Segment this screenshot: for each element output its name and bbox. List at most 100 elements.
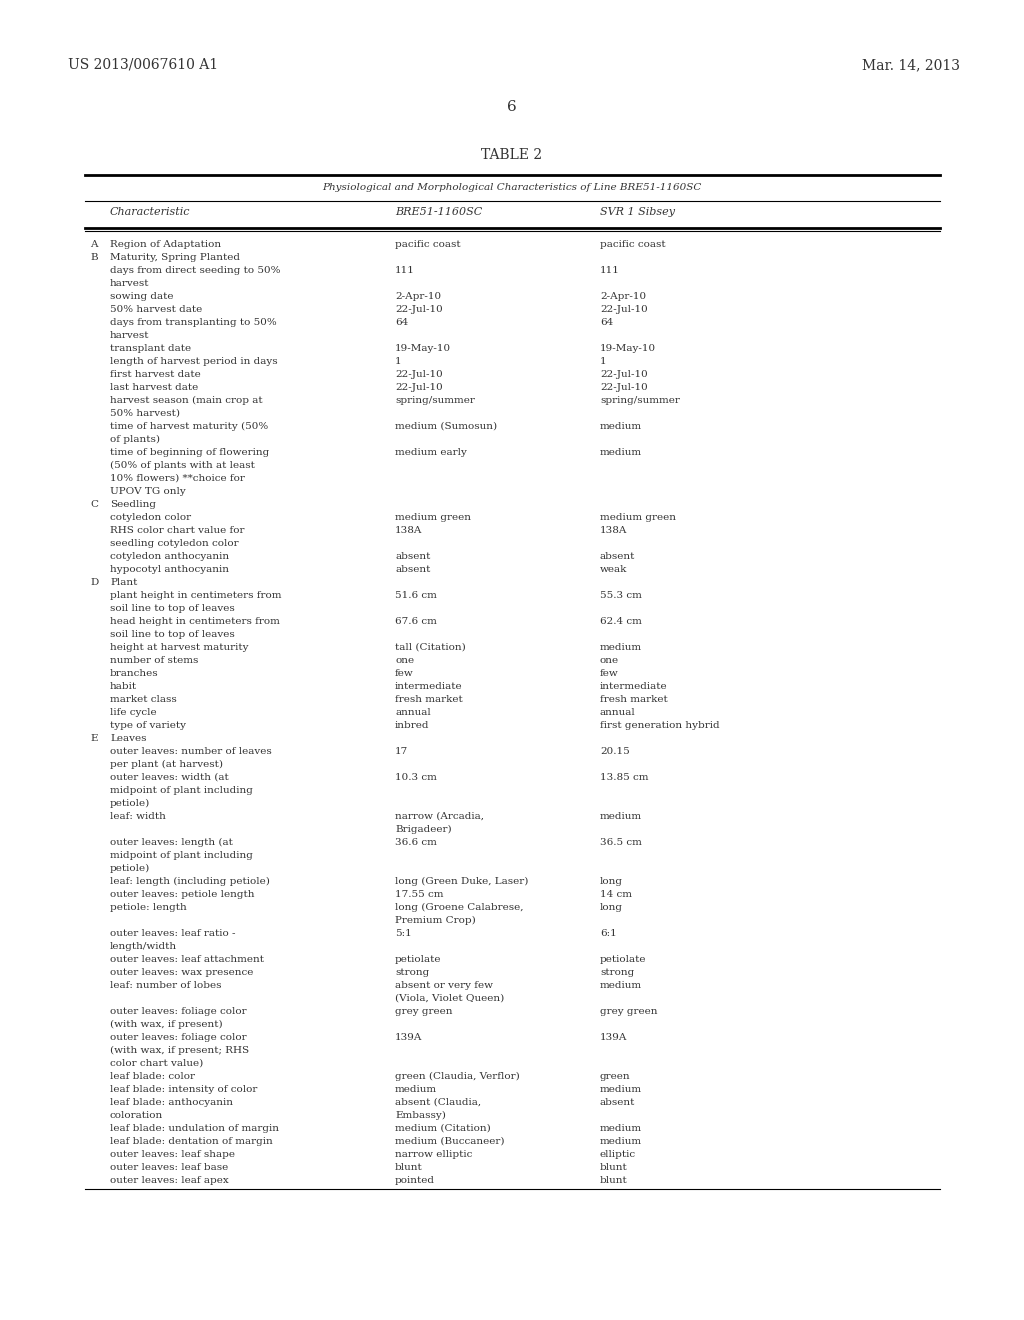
- Text: 22-Jul-10: 22-Jul-10: [600, 370, 648, 379]
- Text: tall (Citation): tall (Citation): [395, 643, 466, 652]
- Text: intermediate: intermediate: [600, 682, 668, 690]
- Text: fresh market: fresh market: [395, 696, 463, 704]
- Text: harvest: harvest: [110, 331, 150, 341]
- Text: 139A: 139A: [600, 1034, 628, 1041]
- Text: time of beginning of flowering: time of beginning of flowering: [110, 447, 269, 457]
- Text: outer leaves: leaf apex: outer leaves: leaf apex: [110, 1176, 228, 1185]
- Text: sowing date: sowing date: [110, 292, 173, 301]
- Text: medium green: medium green: [600, 513, 676, 521]
- Text: Seedling: Seedling: [110, 500, 156, 510]
- Text: leaf blade: anthocyanin: leaf blade: anthocyanin: [110, 1098, 233, 1107]
- Text: medium: medium: [600, 1125, 642, 1133]
- Text: D: D: [90, 578, 98, 587]
- Text: days from direct seeding to 50%: days from direct seeding to 50%: [110, 267, 281, 275]
- Text: petiole): petiole): [110, 865, 151, 873]
- Text: few: few: [600, 669, 618, 678]
- Text: height at harvest maturity: height at harvest maturity: [110, 643, 249, 652]
- Text: 1: 1: [600, 356, 606, 366]
- Text: medium: medium: [600, 981, 642, 990]
- Text: strong: strong: [600, 968, 634, 977]
- Text: 17: 17: [395, 747, 409, 756]
- Text: midpoint of plant including: midpoint of plant including: [110, 851, 253, 861]
- Text: petiole: length: petiole: length: [110, 903, 186, 912]
- Text: 36.6 cm: 36.6 cm: [395, 838, 437, 847]
- Text: blunt: blunt: [600, 1176, 628, 1185]
- Text: seedling cotyledon color: seedling cotyledon color: [110, 539, 239, 548]
- Text: annual: annual: [600, 708, 636, 717]
- Text: Leaves: Leaves: [110, 734, 146, 743]
- Text: absent: absent: [395, 552, 430, 561]
- Text: outer leaves: foliage color: outer leaves: foliage color: [110, 1007, 247, 1016]
- Text: midpoint of plant including: midpoint of plant including: [110, 785, 253, 795]
- Text: petiole): petiole): [110, 799, 151, 808]
- Text: one: one: [600, 656, 620, 665]
- Text: time of harvest maturity (50%: time of harvest maturity (50%: [110, 422, 268, 432]
- Text: long (Green Duke, Laser): long (Green Duke, Laser): [395, 876, 528, 886]
- Text: 138A: 138A: [600, 525, 628, 535]
- Text: hypocotyl anthocyanin: hypocotyl anthocyanin: [110, 565, 229, 574]
- Text: C: C: [90, 500, 98, 510]
- Text: days from transplanting to 50%: days from transplanting to 50%: [110, 318, 276, 327]
- Text: leaf blade: undulation of margin: leaf blade: undulation of margin: [110, 1125, 279, 1133]
- Text: 64: 64: [600, 318, 613, 327]
- Text: 19-May-10: 19-May-10: [600, 345, 656, 352]
- Text: strong: strong: [395, 968, 429, 977]
- Text: cotyledon anthocyanin: cotyledon anthocyanin: [110, 552, 229, 561]
- Text: outer leaves: leaf shape: outer leaves: leaf shape: [110, 1150, 234, 1159]
- Text: outer leaves: foliage color: outer leaves: foliage color: [110, 1034, 247, 1041]
- Text: medium: medium: [600, 422, 642, 432]
- Text: spring/summer: spring/summer: [600, 396, 680, 405]
- Text: medium: medium: [600, 1137, 642, 1146]
- Text: medium: medium: [600, 1085, 642, 1094]
- Text: UPOV TG only: UPOV TG only: [110, 487, 185, 496]
- Text: 10% flowers) **choice for: 10% flowers) **choice for: [110, 474, 245, 483]
- Text: SVR 1 Sibsey: SVR 1 Sibsey: [600, 207, 675, 216]
- Text: outer leaves: leaf attachment: outer leaves: leaf attachment: [110, 954, 264, 964]
- Text: long: long: [600, 876, 623, 886]
- Text: (with wax, if present): (with wax, if present): [110, 1020, 222, 1030]
- Text: (50% of plants with at least: (50% of plants with at least: [110, 461, 255, 470]
- Text: 22-Jul-10: 22-Jul-10: [395, 383, 442, 392]
- Text: 36.5 cm: 36.5 cm: [600, 838, 642, 847]
- Text: elliptic: elliptic: [600, 1150, 636, 1159]
- Text: outer leaves: wax presence: outer leaves: wax presence: [110, 968, 253, 977]
- Text: intermediate: intermediate: [395, 682, 463, 690]
- Text: Mar. 14, 2013: Mar. 14, 2013: [862, 58, 961, 73]
- Text: pointed: pointed: [395, 1176, 435, 1185]
- Text: 2-Apr-10: 2-Apr-10: [395, 292, 441, 301]
- Text: medium: medium: [600, 447, 642, 457]
- Text: Region of Adaptation: Region of Adaptation: [110, 240, 221, 249]
- Text: absent or very few: absent or very few: [395, 981, 493, 990]
- Text: blunt: blunt: [600, 1163, 628, 1172]
- Text: 64: 64: [395, 318, 409, 327]
- Text: medium: medium: [600, 812, 642, 821]
- Text: 19-May-10: 19-May-10: [395, 345, 452, 352]
- Text: long (Groene Calabrese,: long (Groene Calabrese,: [395, 903, 523, 912]
- Text: green: green: [600, 1072, 631, 1081]
- Text: 22-Jul-10: 22-Jul-10: [600, 383, 648, 392]
- Text: Plant: Plant: [110, 578, 137, 587]
- Text: leaf: length (including petiole): leaf: length (including petiole): [110, 876, 270, 886]
- Text: absent: absent: [395, 565, 430, 574]
- Text: color chart value): color chart value): [110, 1059, 203, 1068]
- Text: 6:1: 6:1: [600, 929, 616, 939]
- Text: 139A: 139A: [395, 1034, 422, 1041]
- Text: per plant (at harvest): per plant (at harvest): [110, 760, 223, 770]
- Text: RHS color chart value for: RHS color chart value for: [110, 525, 245, 535]
- Text: B: B: [90, 253, 97, 261]
- Text: TABLE 2: TABLE 2: [481, 148, 543, 162]
- Text: inbred: inbred: [395, 721, 429, 730]
- Text: outer leaves: width (at: outer leaves: width (at: [110, 774, 228, 781]
- Text: type of variety: type of variety: [110, 721, 186, 730]
- Text: 22-Jul-10: 22-Jul-10: [395, 305, 442, 314]
- Text: long: long: [600, 903, 623, 912]
- Text: length of harvest period in days: length of harvest period in days: [110, 356, 278, 366]
- Text: fresh market: fresh market: [600, 696, 668, 704]
- Text: last harvest date: last harvest date: [110, 383, 199, 392]
- Text: 51.6 cm: 51.6 cm: [395, 591, 437, 601]
- Text: 1: 1: [395, 356, 401, 366]
- Text: cotyledon color: cotyledon color: [110, 513, 191, 521]
- Text: 62.4 cm: 62.4 cm: [600, 616, 642, 626]
- Text: life cycle: life cycle: [110, 708, 157, 717]
- Text: leaf blade: dentation of margin: leaf blade: dentation of margin: [110, 1137, 272, 1146]
